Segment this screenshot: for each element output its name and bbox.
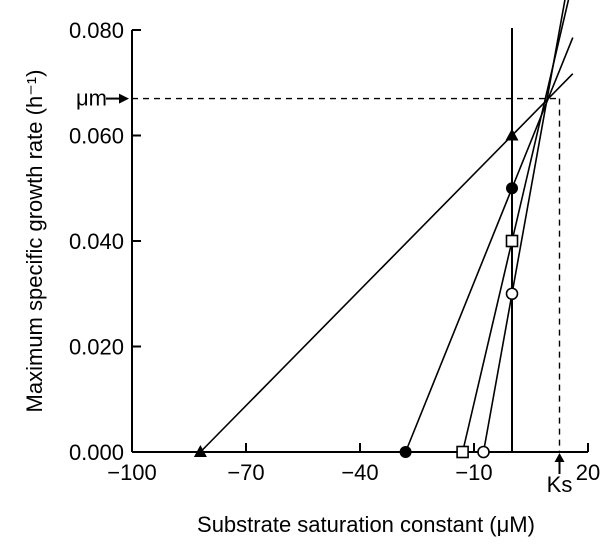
y-tick-label: 0.080 bbox=[69, 18, 124, 43]
series-line-open-circle bbox=[482, 0, 566, 453]
mu-m-label: μm bbox=[76, 86, 107, 111]
x-tick-label: −70 bbox=[227, 460, 264, 485]
axes bbox=[106, 29, 589, 474]
marker-filled-triangle-y-intercept bbox=[505, 128, 519, 141]
series-markers bbox=[193, 128, 519, 459]
mu-arrow-head bbox=[119, 93, 129, 104]
x-tick-label: −40 bbox=[341, 460, 378, 485]
y-axis-title: Maximum specific growth rate (h⁻¹) bbox=[22, 70, 47, 413]
series-lines bbox=[132, 0, 574, 453]
marker-filled-circle-y-intercept bbox=[506, 182, 518, 195]
y-tick-label: 0.020 bbox=[69, 335, 124, 360]
marker-filled-triangle-x-intercept bbox=[193, 445, 207, 457]
marker-open-circle-x-intercept bbox=[477, 445, 490, 459]
ks-arrow-head bbox=[554, 453, 565, 462]
x-axis-title: Substrate saturation constant (μM) bbox=[197, 512, 535, 537]
x-tick-label: 20 bbox=[576, 460, 600, 485]
marker-open-square-x-intercept bbox=[456, 445, 469, 459]
marker-open-square-y-intercept bbox=[505, 234, 519, 248]
marker-open-circle-y-intercept bbox=[505, 287, 519, 301]
series-line-open-square bbox=[461, 0, 570, 453]
marker-filled-circle-x-intercept bbox=[399, 446, 412, 458]
y-tick-label: 0.060 bbox=[69, 124, 124, 149]
x-tick-label: −10 bbox=[455, 460, 492, 485]
y-tick-label: 0.000 bbox=[69, 440, 124, 465]
labels: 0.000 0.020 0.040 0.060 0.080 −100 −70 −40 −10 20… bbox=[22, 18, 600, 537]
x-tick-label: −100 bbox=[107, 460, 157, 485]
y-tick-label: 0.040 bbox=[69, 229, 124, 254]
ks-label: Ks bbox=[547, 472, 573, 497]
